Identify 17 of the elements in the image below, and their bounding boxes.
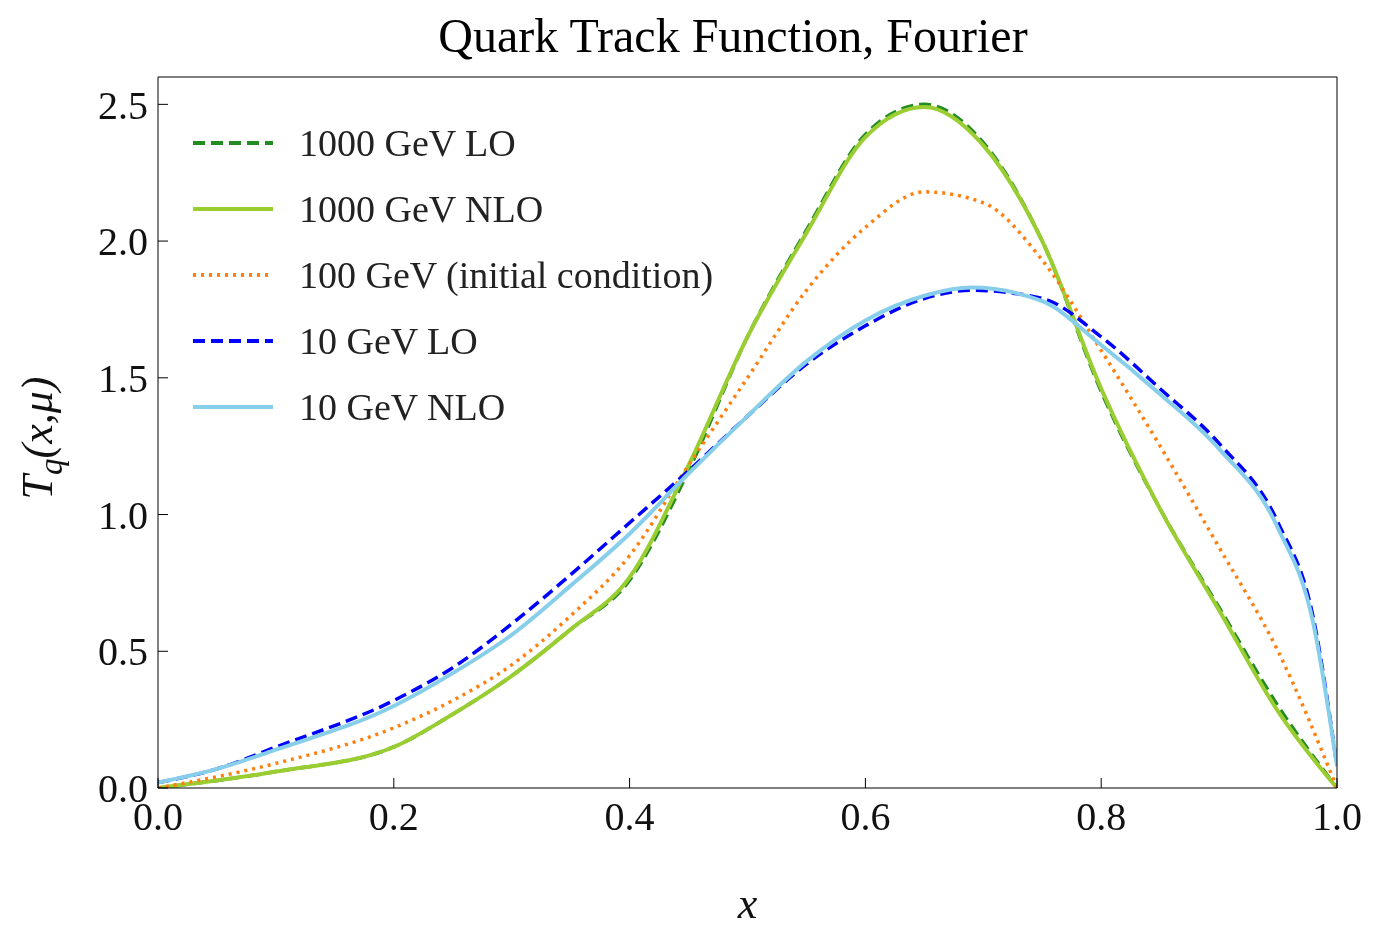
chart-title: Quark Track Function, Fourier	[437, 8, 1029, 64]
y-tick-label: 1.5	[98, 356, 148, 402]
y-tick-label: 1.0	[98, 492, 148, 538]
x-tick-label: 1.0	[1312, 794, 1362, 840]
legend-label: 1000 GeV NLO	[299, 187, 544, 231]
y-tick-label: 2.5	[98, 82, 148, 128]
y-tick-label: 0.5	[98, 629, 148, 675]
legend-label: 10 GeV NLO	[299, 385, 506, 429]
legend-label: 1000 GeV LO	[299, 121, 516, 165]
x-tick-label: 0.8	[1076, 794, 1127, 840]
x-axis-title: x	[736, 879, 758, 928]
x-tick-label: 0.4	[604, 794, 655, 840]
x-tick-label: 0.6	[840, 794, 891, 840]
legend-label: 10 GeV LO	[299, 319, 478, 363]
x-tick-label: 0.2	[368, 794, 419, 840]
legend-label: 100 GeV (initial condition)	[299, 253, 714, 297]
y-tick-label: 2.0	[98, 219, 148, 265]
